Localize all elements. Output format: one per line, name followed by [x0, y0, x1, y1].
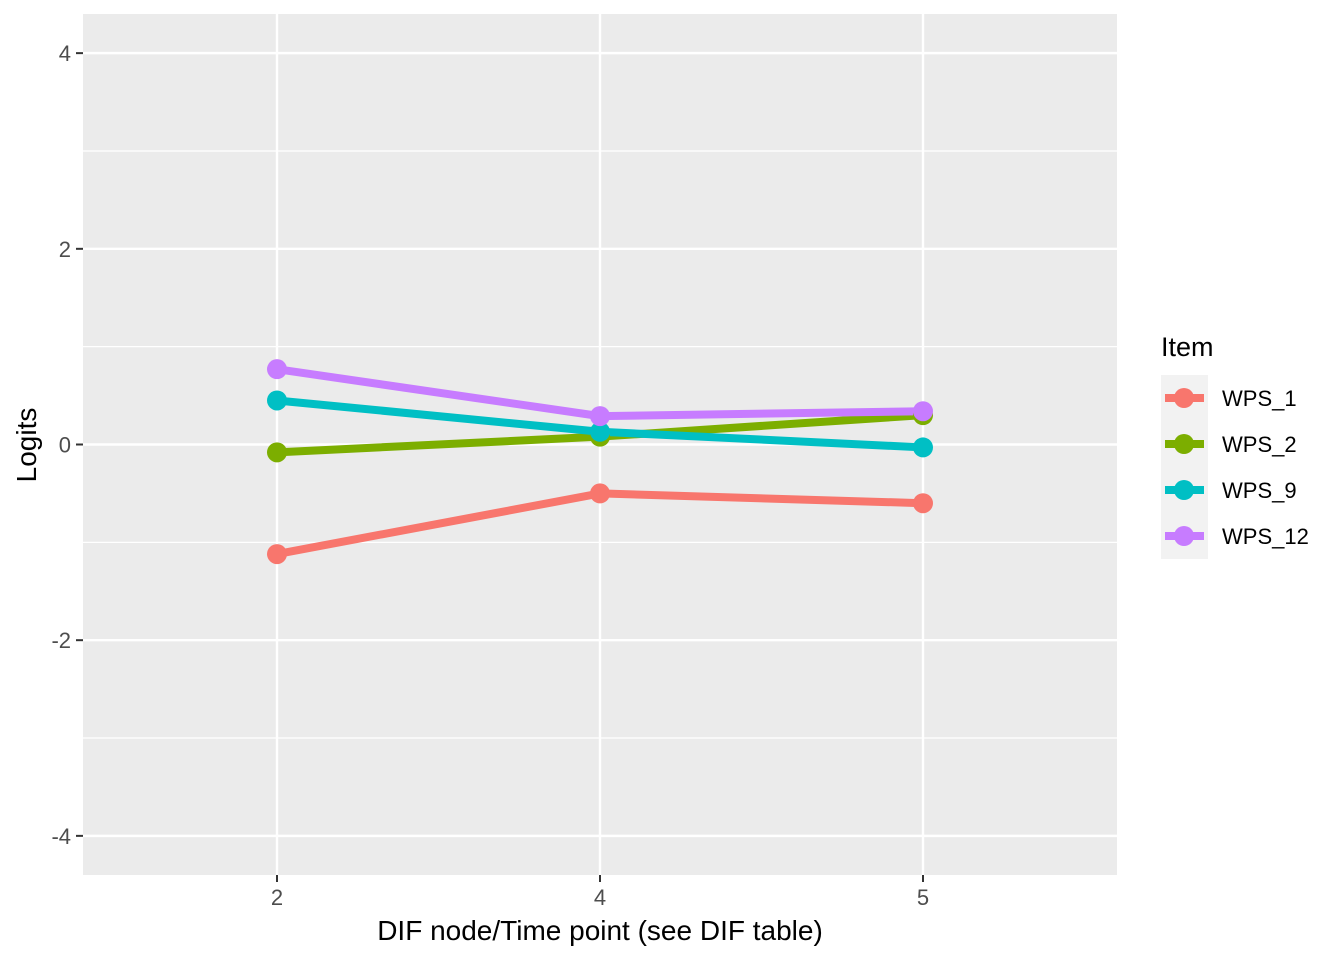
data-point-wps-12	[590, 406, 610, 427]
y-tick-label: 2	[59, 237, 71, 262]
x-tick-label: 2	[271, 885, 283, 910]
y-axis-title: Logits	[11, 408, 42, 483]
data-point-wps-12	[267, 359, 287, 380]
data-point-wps-12	[913, 401, 933, 422]
data-point-wps-9	[267, 390, 287, 411]
legend-key-point	[1174, 434, 1194, 454]
x-axis: 2 4 5	[271, 875, 929, 910]
data-point-wps-1	[913, 493, 933, 514]
legend-key-point	[1174, 388, 1194, 408]
x-tick-label: 5	[917, 885, 929, 910]
x-tick-label: 4	[594, 885, 606, 910]
legend-key-point	[1174, 480, 1194, 500]
legend-label: WPS_9	[1222, 478, 1297, 503]
data-point-wps-9	[590, 421, 610, 442]
y-axis: -4 -2 0 2 4	[51, 41, 83, 849]
legend-title: Item	[1161, 332, 1214, 362]
legend: Item WPS_1 WPS_2 WPS_9 WPS_12	[1161, 332, 1309, 559]
data-point-wps-9	[913, 437, 933, 458]
legend-label: WPS_1	[1222, 386, 1297, 411]
data-point-wps-1	[267, 544, 287, 565]
legend-label: WPS_12	[1222, 524, 1309, 549]
legend-key-point	[1174, 526, 1194, 546]
data-point-wps-1	[590, 483, 610, 504]
x-axis-title: DIF node/Time point (see DIF table)	[377, 915, 823, 946]
y-tick-label: -2	[51, 628, 71, 653]
y-tick-label: -4	[51, 824, 71, 849]
legend-label: WPS_2	[1222, 432, 1297, 457]
y-tick-label: 0	[59, 433, 71, 458]
y-tick-label: 4	[59, 41, 71, 66]
series-points	[267, 359, 933, 565]
data-point-wps-2	[267, 442, 287, 463]
